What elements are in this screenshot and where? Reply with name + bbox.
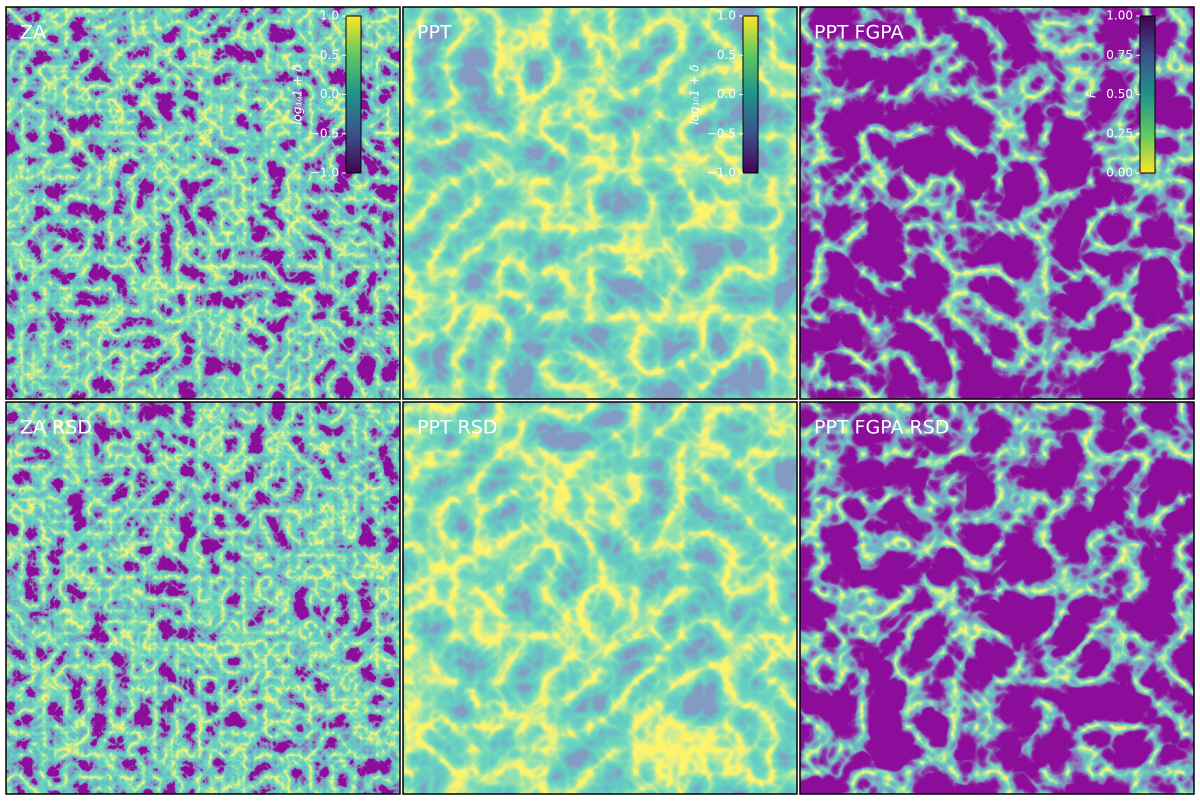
colorbar-label: log₁₀1 + δ bbox=[291, 64, 305, 125]
density-image bbox=[800, 402, 1194, 794]
panel: PPT FGPA bbox=[799, 6, 1195, 400]
colorbar-tick-label: 0.0 bbox=[717, 87, 736, 101]
colorbar-gradient bbox=[1139, 15, 1156, 174]
panel-title: PPT FGPA RSD bbox=[814, 417, 949, 439]
colorbar-label: log₁₀1 + δ bbox=[688, 64, 702, 125]
density-image bbox=[800, 7, 1194, 399]
panel-frame bbox=[799, 401, 1195, 795]
panel-title: PPT bbox=[417, 22, 452, 44]
density-image bbox=[6, 7, 400, 399]
colorbar-gradient bbox=[345, 15, 362, 174]
panel: PPT bbox=[402, 6, 798, 400]
colorbar: 1.00 0.75 0.50 0.25 0.00 F bbox=[1085, 9, 1156, 180]
panel: ZA RSD bbox=[5, 401, 401, 795]
density-image bbox=[403, 402, 797, 794]
colorbar-label: F bbox=[1085, 90, 1099, 98]
colorbar-tick-label: −1.0 bbox=[707, 166, 736, 180]
colorbar-gradient bbox=[742, 15, 759, 174]
colorbar-tick-label: −1.0 bbox=[310, 166, 339, 180]
colorbar-tick-label: 0.00 bbox=[1106, 166, 1133, 180]
colorbar-tick-label: 0.5 bbox=[717, 48, 736, 62]
colorbar-tick-label: 1.0 bbox=[320, 9, 339, 23]
density-image bbox=[6, 402, 400, 794]
panel-frame bbox=[402, 401, 798, 795]
panel-frame bbox=[799, 6, 1195, 400]
colorbar: 1.0 0.5 0.0 −0.5 −1.0 log₁₀1 + δ bbox=[291, 9, 362, 180]
panel-title: PPT RSD bbox=[417, 417, 497, 439]
panel-title: ZA bbox=[20, 22, 46, 44]
colorbar-tick-label: 0.5 bbox=[320, 48, 339, 62]
colorbar-tick-label: 0.75 bbox=[1106, 48, 1133, 62]
panel: PPT FGPA RSD bbox=[799, 401, 1195, 795]
colorbar-tick-label: 1.00 bbox=[1106, 9, 1133, 23]
density-image bbox=[403, 7, 797, 399]
panel-title: PPT FGPA bbox=[814, 22, 903, 44]
colorbar-tick-label: 1.0 bbox=[717, 9, 736, 23]
panel-frame bbox=[402, 6, 798, 400]
panel-frame bbox=[5, 401, 401, 795]
panel: ZA bbox=[5, 6, 401, 400]
colorbar: 1.0 0.5 0.0 −0.5 −1.0 log₁₀1 + δ bbox=[688, 9, 759, 180]
colorbar-tick-label: 0.25 bbox=[1106, 126, 1133, 140]
panel: PPT RSD bbox=[402, 401, 798, 795]
colorbar-tick-label: −0.5 bbox=[310, 126, 339, 140]
panel-title: ZA RSD bbox=[20, 417, 92, 439]
panel-frame bbox=[5, 6, 401, 400]
colorbar-tick-label: 0.50 bbox=[1106, 87, 1133, 101]
colorbar-tick-label: 0.0 bbox=[320, 87, 339, 101]
colorbar-tick-label: −0.5 bbox=[707, 126, 736, 140]
